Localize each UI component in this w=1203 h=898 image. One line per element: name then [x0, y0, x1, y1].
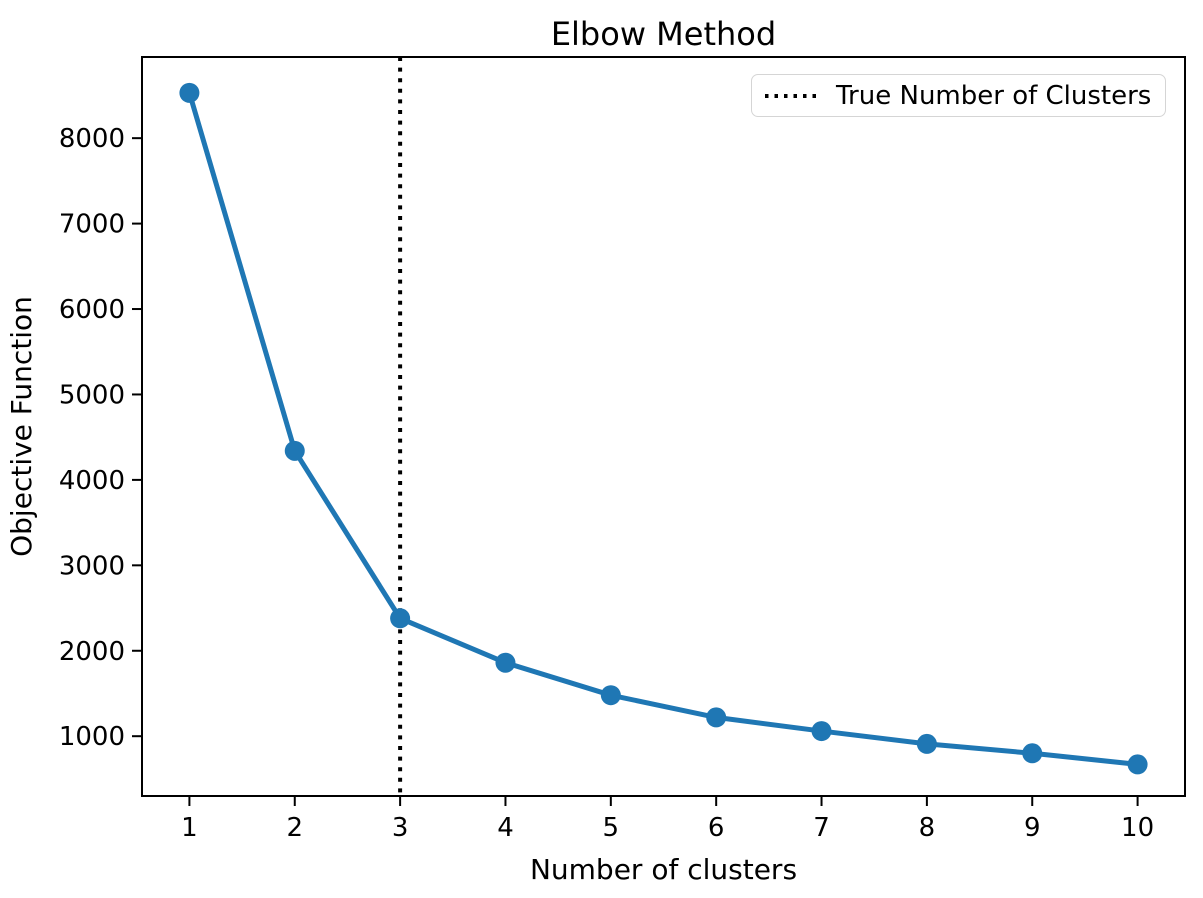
y-tick-label: 5000	[59, 380, 125, 410]
data-point	[1022, 743, 1043, 764]
legend-label: True Number of Clusters	[836, 80, 1152, 111]
axes-spines	[141, 56, 1186, 797]
x-tick-label: 6	[708, 813, 725, 843]
y-tick-label: 6000	[59, 295, 125, 325]
x-axis-ticks: 1 2 3 4 5 6 7 8 9 10	[181, 797, 1154, 843]
plot-area	[142, 57, 1185, 796]
x-tick-label: 4	[497, 813, 514, 843]
x-tick-label: 7	[813, 813, 830, 843]
y-axis-label: Objective Function	[5, 296, 38, 557]
y-tick-label: 3000	[59, 551, 125, 581]
x-tick-label: 10	[1121, 813, 1154, 843]
data-point	[811, 721, 832, 742]
y-axis-ticks: 1000 2000 3000 4000 5000 6000 7000 8000	[59, 124, 141, 752]
x-tick-label: 8	[919, 813, 936, 843]
data-point	[390, 608, 411, 629]
data-point	[495, 652, 516, 673]
x-tick-label: 9	[1024, 813, 1041, 843]
data-point	[916, 733, 937, 754]
data-line	[186, 90, 1141, 767]
x-tick-label: 1	[181, 813, 198, 843]
y-tick-label: 1000	[59, 722, 125, 752]
legend-dotted-line-icon	[765, 93, 819, 98]
x-tick-label: 5	[603, 813, 620, 843]
x-tick-label: 3	[392, 813, 409, 843]
data-point	[1127, 754, 1148, 775]
data-point	[179, 82, 200, 103]
y-tick-label: 2000	[59, 637, 125, 667]
y-tick-label: 4000	[59, 466, 125, 496]
y-tick-label: 8000	[59, 124, 125, 154]
data-point	[706, 707, 727, 728]
data-point	[284, 440, 305, 461]
y-tick-label: 7000	[59, 210, 125, 240]
x-tick-label: 2	[286, 813, 303, 843]
data-points	[179, 82, 1148, 775]
x-axis-label: Number of clusters	[530, 853, 797, 886]
chart-title: Elbow Method	[551, 15, 776, 53]
legend: True Number of Clusters	[751, 74, 1167, 117]
data-point	[600, 685, 621, 706]
